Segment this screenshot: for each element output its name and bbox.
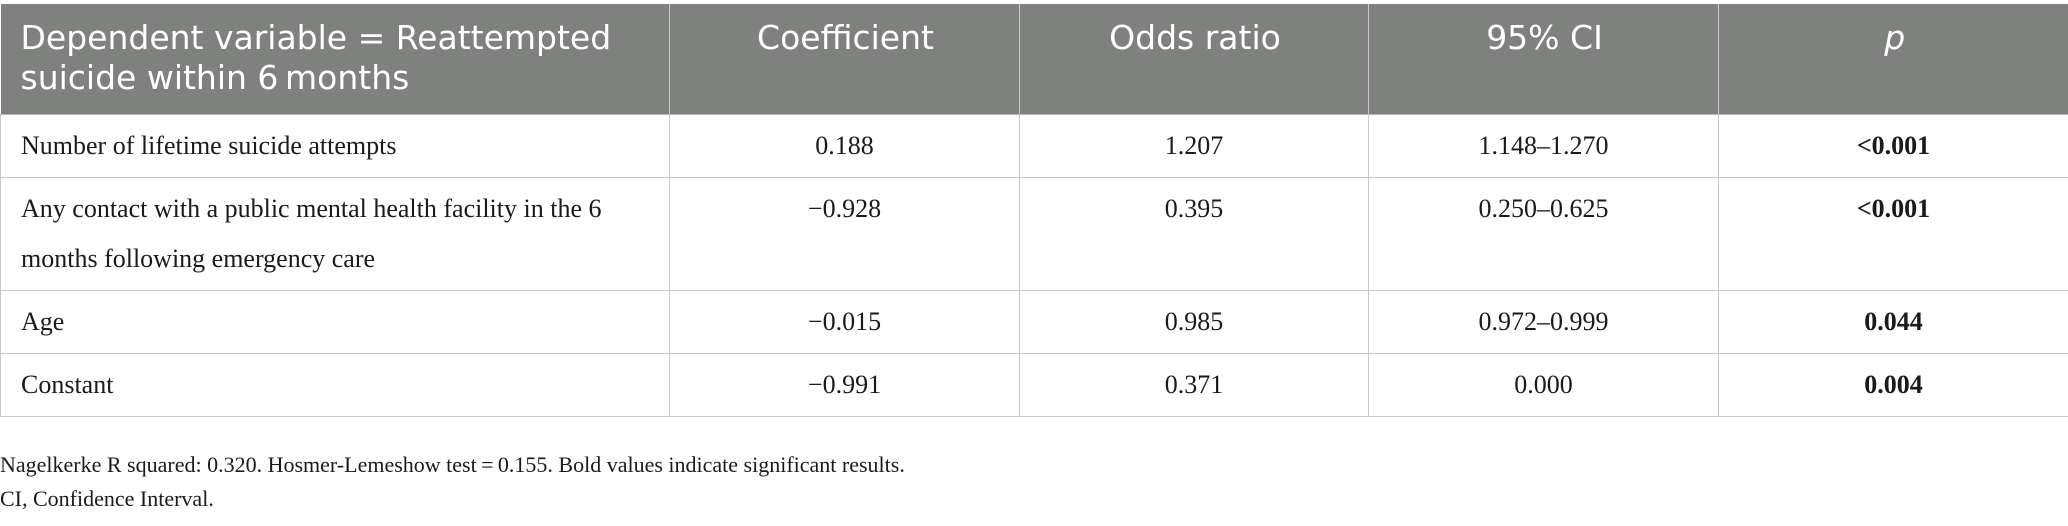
cell-ci: 1.148–1.270 — [1368, 114, 1719, 178]
cell-p-value: <0.001 — [1718, 177, 2068, 291]
cell-ci: 0.000 — [1368, 353, 1719, 417]
cell-p-value: <0.001 — [1718, 114, 2068, 178]
cell-odds-ratio: 1.207 — [1019, 114, 1369, 178]
footnote-abbreviations: CI, Confidence Interval. — [0, 486, 214, 511]
header-dependent-variable: Dependent variable = Reattempted suicide… — [0, 4, 670, 115]
cell-variable: Constant — [0, 353, 670, 417]
cell-coefficient: 0.188 — [669, 114, 1020, 178]
header-confidence-interval: 95% CI — [1368, 4, 1719, 115]
table-row: Number of lifetime suicide attempts 0.18… — [0, 114, 2068, 178]
header-row: Dependent variable = Reattempted suicide… — [0, 4, 2068, 115]
cell-odds-ratio: 0.395 — [1019, 177, 1369, 291]
table-row: Any contact with a public mental health … — [0, 177, 2068, 291]
regression-results-table: Dependent variable = Reattempted suicide… — [0, 4, 2068, 417]
table-row: Age −0.015 0.985 0.972–0.999 0.044 — [0, 290, 2068, 354]
header-coefficient: Coefficient — [669, 4, 1020, 115]
cell-coefficient: −0.991 — [669, 353, 1020, 417]
cell-coefficient: −0.015 — [669, 290, 1020, 354]
table-header: Dependent variable = Reattempted suicide… — [0, 4, 2068, 115]
table-body: Number of lifetime suicide attempts 0.18… — [0, 114, 2068, 417]
cell-coefficient: −0.928 — [669, 177, 1020, 291]
footnote-statistics: Nagelkerke R squared: 0.320. Hosmer-Leme… — [0, 452, 905, 477]
cell-p-value: 0.004 — [1718, 353, 2068, 417]
table-footnotes: Nagelkerke R squared: 0.320. Hosmer-Leme… — [0, 448, 905, 516]
header-odds-ratio: Odds ratio — [1019, 4, 1369, 115]
cell-variable: Number of lifetime suicide attempts — [0, 114, 670, 178]
cell-variable: Any contact with a public mental health … — [0, 177, 670, 291]
cell-variable: Age — [0, 290, 670, 354]
cell-odds-ratio: 0.371 — [1019, 353, 1369, 417]
cell-odds-ratio: 0.985 — [1019, 290, 1369, 354]
table-row: Constant −0.991 0.371 0.000 0.004 — [0, 353, 2068, 417]
cell-p-value: 0.044 — [1718, 290, 2068, 354]
header-p-value: p — [1718, 4, 2068, 115]
cell-ci: 0.250–0.625 — [1368, 177, 1719, 291]
cell-ci: 0.972–0.999 — [1368, 290, 1719, 354]
